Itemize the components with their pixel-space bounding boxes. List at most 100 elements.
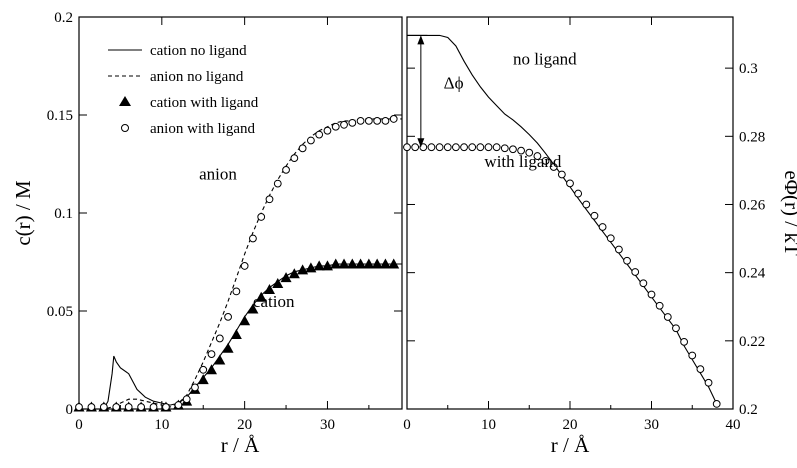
data-point-cation-with-ligand [355,258,367,269]
data-point-anion-with-ligand [87,403,96,411]
data-point-cation-with-ligand [239,315,251,326]
data-point-anion-with-ligand [240,262,249,270]
annotation-with-ligand: with ligand [484,152,561,171]
legend-label-cation-with-ligand: cation with ligand [150,95,259,111]
data-point-cation-with-ligand [346,258,358,269]
annotation-anion: anion [199,165,237,184]
data-point-cation-with-ligand [214,354,226,365]
y-tick-label: 0.2 [54,10,73,26]
data-point-with-ligand [672,324,680,333]
data-point-with-ligand [574,189,583,198]
data-point-anion-with-ligand [174,401,183,409]
data-point-anion-with-ligand [265,195,274,204]
data-point-anion-with-ligand [75,403,83,411]
data-point-anion-with-ligand [298,144,307,153]
legend-swatch-anion-with-ligand [121,124,129,132]
data-point-with-ligand [615,245,623,254]
x-tick-label: 10 [481,417,496,433]
y-tick-label: 0.22 [739,334,765,350]
data-point-anion-with-ligand [323,126,332,135]
data-point-anion-with-ligand [381,116,390,125]
data-point-cation-with-ligand [363,258,375,269]
legend-label-anion-no-ligand: anion no ligand [150,69,244,85]
y-tick-label: 0.28 [739,129,765,145]
data-point-cation-with-ligand [379,258,391,269]
data-point-anion-with-ligand [315,130,324,139]
data-point-anion-with-ligand [182,395,191,404]
y-tick-label: 0.15 [47,108,73,124]
data-point-anion-with-ligand [207,350,216,359]
data-point-with-ligand [712,399,721,408]
data-point-with-ligand [509,145,517,154]
data-point-with-ligand [403,143,411,152]
x-tick-label: 30 [644,417,659,433]
data-point-cation-with-ligand [247,303,259,314]
data-point-anion-with-ligand [257,213,266,221]
data-point-with-ligand [639,279,648,288]
y-tick-label: 0.24 [739,266,766,282]
data-point-with-ligand [419,143,428,152]
data-point-anion-with-ligand [199,365,208,374]
data-point-anion-with-ligand [191,383,199,392]
data-point-anion-with-ligand [290,154,299,163]
data-point-anion-with-ligand [331,122,340,131]
data-point-anion-with-ligand [149,403,158,411]
data-point-with-ligand [704,378,713,387]
data-point-with-ligand [411,143,420,152]
data-point-anion-with-ligand [356,116,365,125]
series-line-cation-no-ligand [79,263,402,410]
x-tick-label: 30 [320,417,335,433]
data-point-anion-with-ligand [99,403,108,411]
y-tick-label: 0 [66,402,74,418]
right-y-axis-label: eΦ(r) / kT [780,170,797,255]
data-point-with-ligand [655,301,664,310]
y-tick-label: 0.26 [739,197,766,213]
data-point-with-ligand [598,223,607,231]
left-x-axis-label: r / Å [221,433,260,457]
x-tick-label: 10 [154,417,169,433]
data-point-with-ligand [492,143,501,152]
data-point-anion-with-ligand [373,116,382,125]
data-point-with-ligand [468,143,477,152]
data-point-with-ligand [525,148,534,157]
data-point-with-ligand [557,170,566,179]
data-point-with-ligand [566,179,574,188]
data-point-cation-with-ligand [330,258,342,269]
data-point-anion-with-ligand [232,287,241,296]
data-point-with-ligand [696,365,705,374]
data-point-cation-with-ligand [305,262,317,273]
data-point-cation-with-ligand [206,364,218,375]
data-point-with-ligand [647,290,656,299]
data-point-with-ligand [680,337,688,346]
y-tick-label: 0.3 [739,61,758,77]
data-point-anion-with-ligand [389,115,398,123]
data-point-anion-with-ligand [112,403,121,411]
data-point-cation-with-ligand [280,272,292,283]
data-point-anion-with-ligand [282,165,290,174]
data-point-with-ligand [517,146,525,155]
delta-phi-arrowhead-up [417,35,425,45]
legend-swatch-cation-with-ligand [119,96,131,106]
data-point-with-ligand [484,143,493,152]
data-point-anion-with-ligand [249,234,257,243]
data-point-anion-with-ligand [124,403,133,411]
legend-label-cation-no-ligand: cation no ligand [150,43,247,59]
data-point-with-ligand [427,143,436,152]
data-point-with-ligand [549,163,558,171]
data-point-cation-with-ligand [338,258,350,269]
data-point-cation-with-ligand [288,268,300,279]
annotation-cation: cation [253,292,295,311]
data-point-cation-with-ligand [297,264,309,275]
data-point-cation-with-ligand [222,342,234,353]
x-tick-label: 20 [563,417,578,433]
data-point-with-ligand [541,156,550,165]
data-point-with-ligand [590,211,599,220]
data-point-cation-with-ligand [263,283,275,294]
left-y-axis-label: c(r) / M [11,180,35,246]
data-point-with-ligand [460,143,468,152]
delta-phi-arrow [407,34,428,148]
annotation-no-ligand: no ligand [513,50,577,69]
data-point-cation-with-ligand [197,374,209,385]
data-point-anion-with-ligand [215,334,224,343]
